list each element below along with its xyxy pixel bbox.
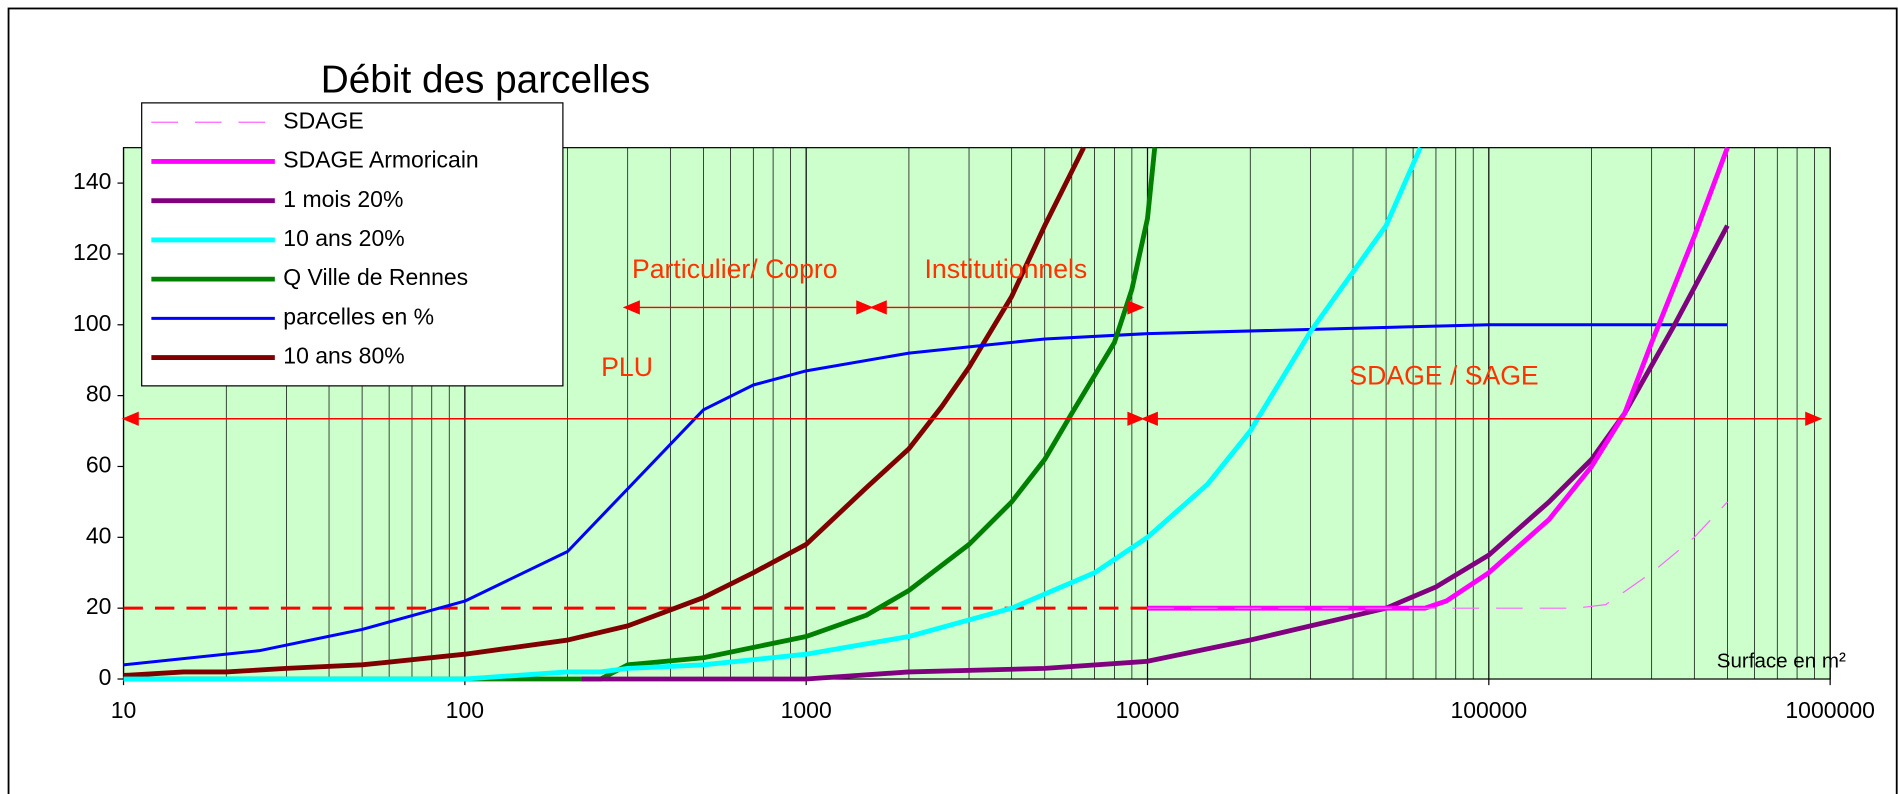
x-tick-label: 10000: [1116, 697, 1180, 723]
legend-label: 1 mois 20%: [283, 186, 403, 212]
y-tick-label: 60: [86, 452, 112, 478]
x-tick-label: 1000000: [1785, 697, 1874, 723]
arrow-head: [1127, 411, 1145, 426]
y-tick-label: 40: [86, 522, 112, 548]
legend-label: parcelles en %: [283, 303, 434, 329]
series-line: [123, 146, 1086, 678]
x-axis-label: Surface en m²: [1717, 650, 1846, 673]
arrow-head: [1127, 300, 1145, 315]
x-tick-label: 100: [446, 697, 484, 723]
arrow-head: [1140, 411, 1158, 426]
legend-label: SDAGE Armoricain: [283, 147, 478, 173]
chart-title: Débit des parcelles: [321, 59, 650, 102]
x-tick-label: 100000: [1450, 697, 1527, 723]
series-line: [123, 323, 1728, 667]
chart-frame: [7, 7, 1898, 794]
series-line: [123, 146, 1423, 682]
y-tick-label: 100: [73, 310, 111, 336]
range-arrows: [121, 300, 1823, 426]
legend-label: Q Ville de Rennes: [283, 264, 468, 290]
x-tick-label: 10: [111, 697, 137, 723]
legend-label: 10 ans 80%: [283, 343, 404, 369]
legend-label: SDAGE: [283, 107, 363, 133]
legend-label: 10 ans 20%: [283, 225, 404, 251]
y-tick-label: 80: [86, 381, 112, 407]
legend: SDAGE SDAGE Armoricain 1 mois 20% 10 ans 20…: [141, 102, 564, 387]
series-line: [1147, 501, 1728, 609]
y-tick-label: 140: [73, 168, 111, 194]
arrow-head: [622, 300, 640, 315]
y-tick-label: 0: [99, 664, 112, 690]
arrow-head: [856, 300, 874, 315]
annotation: Institutionnels: [925, 254, 1088, 284]
annotation: Particulier/ Copro: [632, 254, 838, 284]
y-tick-label: 120: [73, 239, 111, 265]
legend-box: [141, 102, 564, 387]
annotation: SDAGE / SAGE: [1349, 361, 1538, 391]
arrow-head: [121, 411, 139, 426]
arrow-head: [1805, 411, 1823, 426]
annotation: PLU: [601, 352, 653, 382]
arrow-head: [869, 300, 887, 315]
x-tick-label: 1000: [781, 697, 832, 723]
y-tick-label: 20: [86, 593, 112, 619]
